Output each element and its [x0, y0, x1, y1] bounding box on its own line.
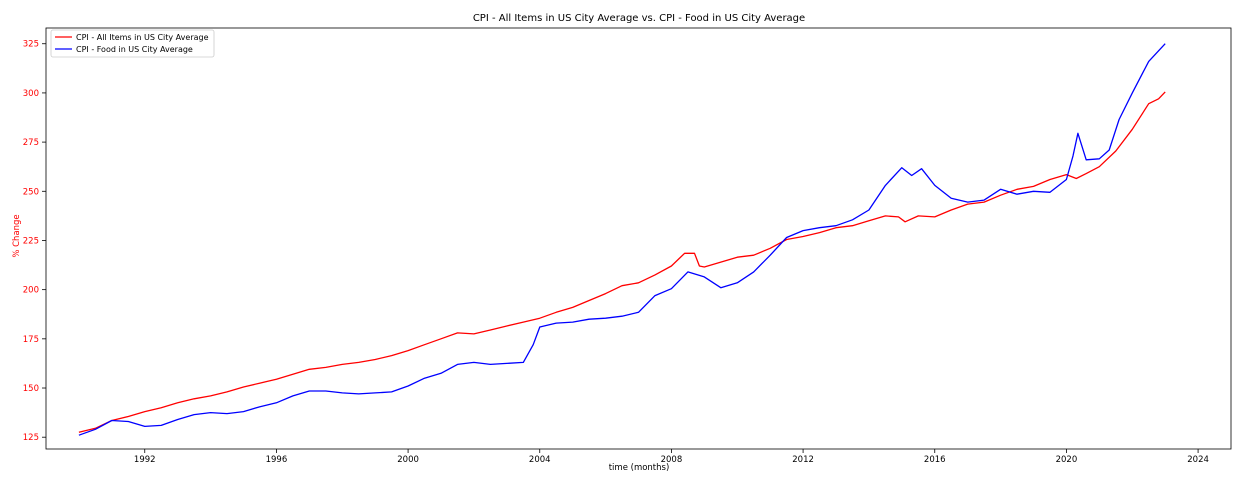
x-tick-label: 2020: [1056, 455, 1078, 465]
chart-title: CPI - All Items in US City Average vs. C…: [473, 13, 805, 24]
series-line-food: [78, 43, 1166, 436]
y-axis: 125 150 175 200 225 250 275 300 325: [23, 40, 46, 443]
y-tick-label: 275: [23, 138, 39, 148]
legend-label: CPI - All Items in US City Average: [76, 33, 209, 42]
x-tick-label: 2012: [792, 455, 814, 465]
x-tick-label: 2008: [661, 455, 683, 465]
x-tick-label: 2016: [924, 455, 946, 465]
series-line-all-items: [78, 91, 1166, 433]
x-tick-label: 1996: [266, 455, 288, 465]
x-tick-label: 2000: [397, 455, 419, 465]
legend: CPI - All Items in US City Average CPI - …: [50, 29, 215, 58]
y-tick-label: 250: [23, 187, 39, 197]
y-tick-label: 225: [23, 236, 39, 246]
y-tick-label: 125: [23, 433, 39, 443]
y-tick-label: 175: [23, 335, 39, 345]
plot-frame: [45, 27, 1232, 450]
legend-box: [50, 29, 215, 58]
y-tick-label: 325: [23, 40, 39, 50]
x-tick-label: 2004: [529, 455, 551, 465]
legend-label: CPI - Food in US City Average: [76, 45, 193, 54]
series-layer: [78, 43, 1166, 436]
y-axis-label: % Change: [12, 214, 22, 257]
y-tick-label: 150: [23, 384, 39, 394]
y-tick-label: 200: [23, 286, 39, 296]
x-axis: 1992 1996 2000 2004 2008 2012 2016 2020 2024: [134, 449, 1209, 465]
x-tick-label: 2024: [1187, 455, 1209, 465]
x-tick-label: 1992: [134, 455, 156, 465]
x-axis-label: time (months): [609, 463, 670, 473]
y-tick-label: 300: [23, 89, 39, 99]
plot-area-border: [45, 27, 1232, 450]
